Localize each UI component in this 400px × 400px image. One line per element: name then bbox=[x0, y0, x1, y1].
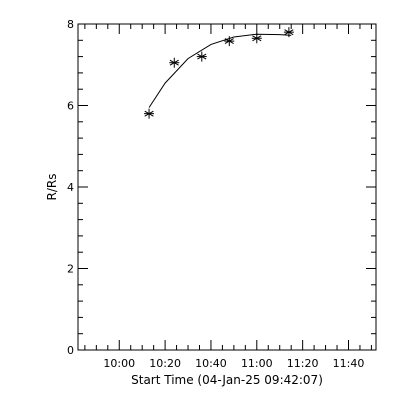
x-axis-title: Start Time (04-Jan-25 09:42:07) bbox=[131, 373, 323, 387]
y-tick-label: 4 bbox=[67, 181, 74, 194]
x-tick-label: 10:00 bbox=[103, 357, 135, 370]
x-axis-ticks bbox=[84, 24, 372, 350]
y-axis-ticks bbox=[78, 23, 376, 351]
x-tick-label: 11:00 bbox=[241, 357, 273, 370]
data-point bbox=[169, 57, 180, 68]
y-axis-title: R/Rs bbox=[45, 174, 59, 201]
data-point bbox=[224, 36, 235, 47]
x-tick-label: 11:40 bbox=[333, 357, 365, 370]
x-axis-tick-labels: 10:00 10:20 10:40 11:00 11:20 11:40 bbox=[103, 357, 364, 370]
y-tick-label: 0 bbox=[67, 344, 74, 357]
data-points bbox=[144, 27, 294, 119]
x-tick-label: 10:20 bbox=[149, 357, 181, 370]
data-point bbox=[144, 108, 155, 119]
x-tick-label: 11:20 bbox=[287, 357, 319, 370]
y-tick-label: 6 bbox=[67, 100, 74, 113]
y-tick-label: 2 bbox=[67, 263, 74, 276]
data-point bbox=[196, 51, 207, 62]
data-point bbox=[283, 27, 294, 38]
y-tick-label: 8 bbox=[67, 18, 74, 31]
y-axis-tick-labels: 0 2 4 6 8 bbox=[67, 18, 74, 357]
fit-curve bbox=[148, 33, 292, 108]
data-point bbox=[251, 33, 262, 44]
x-tick-label: 10:40 bbox=[195, 357, 227, 370]
